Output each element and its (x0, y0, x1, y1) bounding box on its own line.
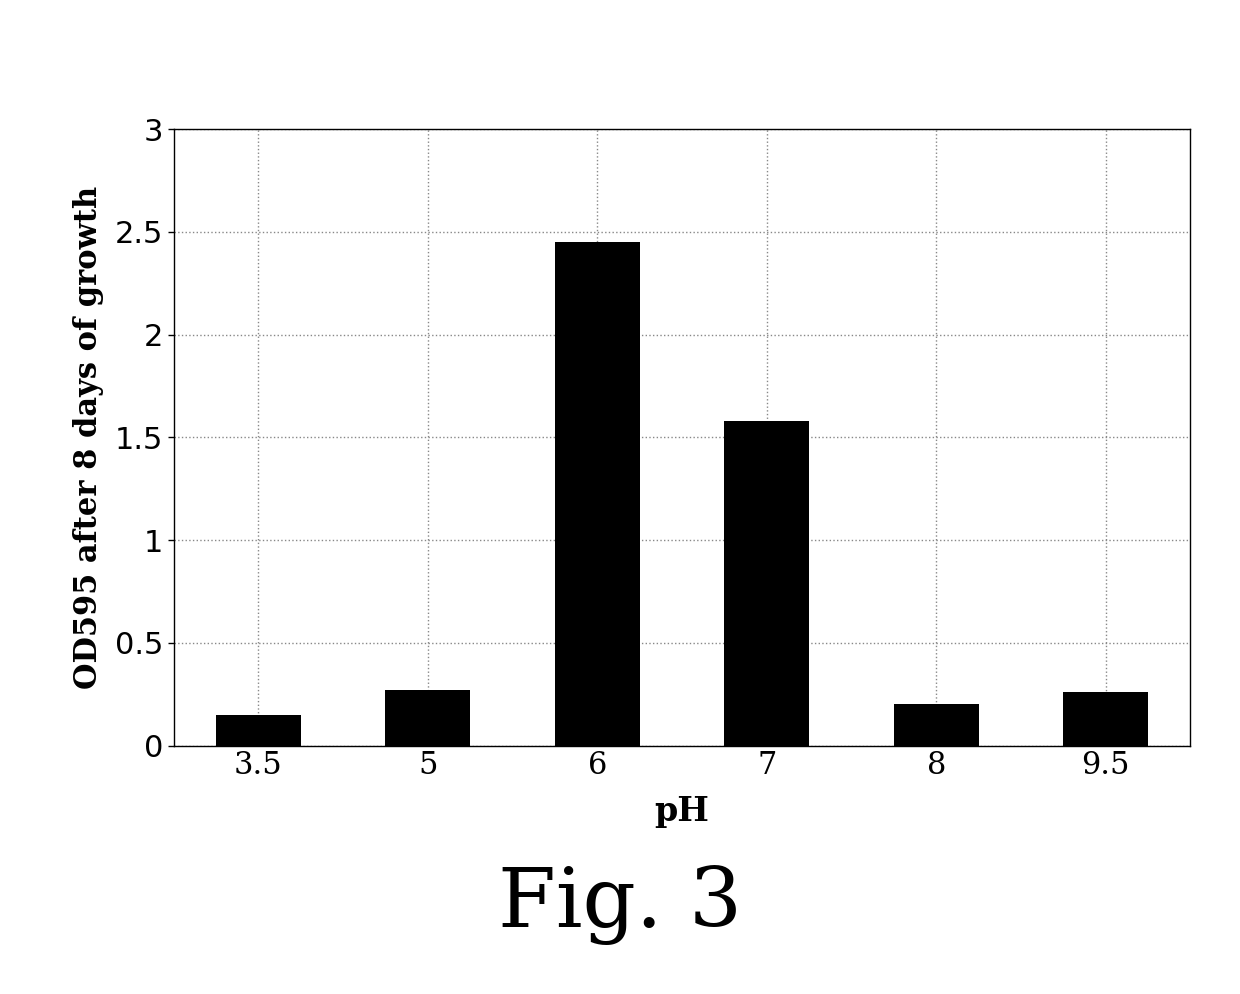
X-axis label: pH: pH (655, 795, 709, 828)
Text: Fig. 3: Fig. 3 (498, 865, 742, 944)
Bar (724, 420, 808, 746)
Y-axis label: OD595 after 8 days of growth: OD595 after 8 days of growth (73, 186, 104, 689)
Bar (894, 705, 978, 746)
Bar (1063, 692, 1148, 746)
Bar (216, 715, 301, 746)
Bar (386, 690, 470, 746)
Bar (556, 243, 640, 746)
